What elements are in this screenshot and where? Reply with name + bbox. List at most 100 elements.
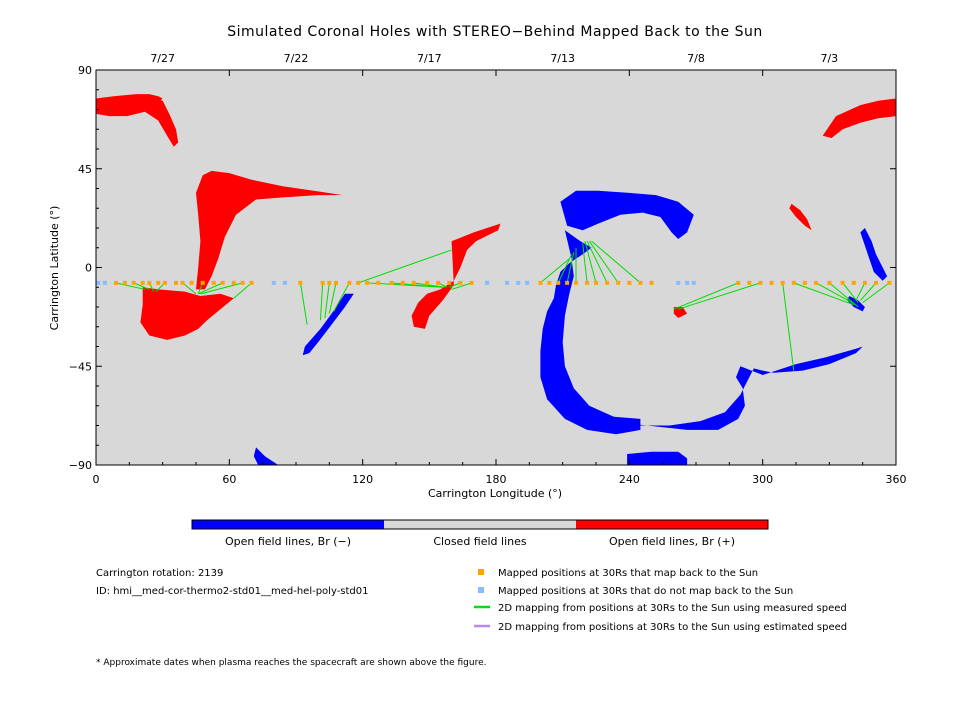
mapped-position-11 [211, 280, 216, 285]
mapped-position-4 [147, 280, 152, 285]
unmapped-position-8 [676, 280, 681, 285]
unmapped-position-3 [282, 280, 287, 285]
mapped-position-18 [327, 280, 332, 285]
mapped-position-54 [851, 280, 856, 285]
unmapped-position-6 [516, 280, 521, 285]
legend-measured-label: 2D mapping from positions at 30Rs to the… [498, 603, 847, 614]
colorbar-label-negative: Open field lines, Br (−) [225, 535, 351, 548]
mapped-position-21 [356, 280, 361, 285]
mapped-position-6 [162, 280, 167, 285]
footnote: * Approximate dates when plasma reaches … [96, 658, 487, 668]
chart-title: Simulated Coronal Holes with STEREO−Behi… [227, 24, 763, 40]
coronal-hole-positive-6 [822, 98, 896, 138]
mapped-position-37 [585, 280, 590, 285]
unmapped-position-9 [685, 280, 690, 285]
coronal-hole-positive-8 [673, 307, 688, 318]
mapped-position-38 [594, 280, 598, 285]
legend-mapped-label: Mapped positions at 30Rs that map back t… [498, 568, 758, 579]
measured-mapping-line-34 [815, 282, 857, 306]
plot-background [96, 70, 896, 465]
measured-mapping-line-25 [582, 243, 588, 283]
coronal-hole-positive-4 [149, 296, 214, 329]
colorbar-frame [191, 519, 769, 530]
mapped-position-13 [231, 280, 236, 285]
measured-mapping-line-17 [413, 282, 445, 288]
mapped-position-19 [334, 280, 338, 285]
legend-mapped-marker [478, 569, 484, 575]
mapped-position-20 [347, 280, 352, 285]
mapped-position-49 [791, 280, 796, 285]
legend-estimated-label: 2D mapping from positions at 30Rs to the… [498, 622, 847, 633]
x-tick-label-2: 120 [352, 473, 373, 486]
unmapped-position-1 [102, 280, 107, 285]
measured-mapping-line-22 [557, 254, 573, 284]
x-tick-label-4: 240 [619, 473, 640, 486]
x-tick-label-5: 300 [752, 473, 773, 486]
mapped-position-28 [436, 280, 441, 285]
measured-mapping-line-14 [358, 249, 452, 284]
mapped-position-46 [758, 280, 763, 285]
measured-mapping-line-28 [588, 240, 619, 284]
x-tick-label-1: 60 [222, 473, 236, 486]
coronal-hole-positive-5 [411, 223, 501, 329]
measured-mapping-line-9 [299, 282, 308, 325]
mapped-points [96, 280, 892, 285]
unmapped-position-10 [691, 280, 696, 285]
mapped-position-57 [887, 280, 892, 285]
mapped-position-42 [638, 280, 643, 285]
mapped-position-30 [458, 280, 463, 285]
mapped-position-44 [736, 280, 741, 285]
mapped-position-15 [249, 280, 254, 285]
mapped-position-23 [376, 280, 381, 285]
mapped-position-40 [616, 280, 621, 285]
measured-mapping-line-36 [842, 282, 859, 303]
mapped-position-41 [627, 280, 632, 285]
measured-mapping-line-29 [591, 240, 641, 284]
unmapped-position-2 [271, 280, 276, 285]
mapped-position-10 [200, 280, 205, 285]
measured-mapping-line-23 [566, 252, 575, 283]
coronal-hole-negative-12 [627, 451, 688, 465]
mapped-position-12 [220, 280, 225, 285]
measured-mapping-line-39 [862, 282, 890, 304]
mapped-position-14 [240, 280, 245, 285]
mapped-position-56 [874, 280, 878, 285]
measured-mapping-line-0 [115, 282, 145, 290]
mapped-position-3 [140, 280, 145, 285]
mapped-position-50 [802, 280, 807, 285]
mapped-position-55 [862, 280, 867, 285]
measured-mapping-line-32 [782, 282, 795, 371]
model-id: ID: hmi__med-cor-thermo2-std01__med-hel-… [96, 586, 369, 597]
top-date-label-0: 7/27 [150, 52, 175, 65]
unmapped-position-7 [525, 280, 530, 285]
measured-mapping-line-35 [829, 282, 859, 308]
measured-mapping-line-8 [233, 282, 252, 299]
mapped-position-2 [131, 280, 136, 285]
measured-mapping-line-12 [328, 282, 337, 314]
top-date-label-4: 7/8 [687, 52, 705, 65]
mapped-position-5 [156, 280, 161, 285]
y-tick-label-1: −45 [69, 360, 92, 373]
x-tick-label-0: 0 [93, 473, 100, 486]
top-date-label-1: 7/22 [284, 52, 309, 65]
coronal-hole-positive-1 [140, 96, 179, 147]
x-tick-label-6: 360 [886, 473, 907, 486]
measured-mapping-line-33 [793, 282, 854, 306]
mapped-position-27 [425, 280, 430, 285]
coronal-hole-negative-16 [847, 296, 865, 312]
mapped-position-31 [469, 280, 474, 285]
y-tick-label-3: 45 [78, 163, 92, 176]
x-axis-label: Carrington Longitude (°) [428, 487, 562, 500]
mapped-position-9 [189, 280, 194, 285]
top-date-axis: 7/27 7/22 7/17 7/13 7/8 7/3 [150, 52, 838, 65]
axis-ticks: 0 60 120 180 240 300 360 −90 −45 0 45 90 [69, 64, 907, 486]
measured-mapping-line-31 [678, 282, 761, 310]
colorbar-positive [576, 520, 768, 529]
y-tick-label-4: 90 [78, 64, 92, 77]
mapped-position-48 [780, 280, 785, 285]
measured-mapping-line-13 [333, 282, 350, 312]
mapped-position-53 [840, 280, 845, 285]
mapped-position-24 [389, 280, 394, 285]
coronal-hole-positive-2 [196, 170, 343, 290]
